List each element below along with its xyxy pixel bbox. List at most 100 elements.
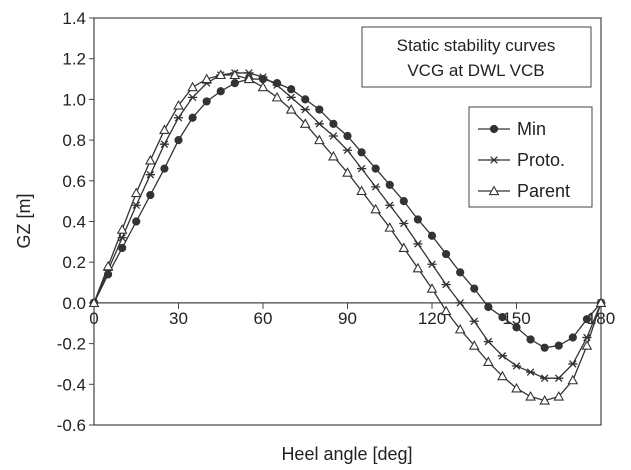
data-point xyxy=(384,222,396,232)
y-tick-label: 1.2 xyxy=(62,50,86,69)
data-point xyxy=(511,382,522,393)
legend-marker xyxy=(489,124,499,134)
data-point xyxy=(329,119,338,128)
data-point xyxy=(299,118,311,128)
data-point xyxy=(342,167,353,177)
y-tick-label: -0.2 xyxy=(57,335,86,354)
data-point xyxy=(258,73,268,81)
legend-label: Min xyxy=(517,119,546,139)
data-point xyxy=(456,268,465,277)
data-point xyxy=(454,323,466,334)
data-point xyxy=(229,69,241,80)
data-point xyxy=(342,146,353,155)
data-point xyxy=(146,190,155,200)
data-point xyxy=(144,154,156,165)
data-point xyxy=(483,337,493,346)
data-point xyxy=(173,99,184,110)
data-point xyxy=(356,185,367,196)
axes-layer: -0.6 -0.4 -0.2 0.0 0.2 0.4 0.6 0.8 1.0 1.2 1.4 0 30 6… xyxy=(57,9,615,435)
data-point xyxy=(201,73,213,84)
x-tick-label: 0 xyxy=(89,309,98,328)
y-tick-label: 1.4 xyxy=(62,9,86,28)
data-point xyxy=(398,242,410,253)
data-point xyxy=(554,374,564,382)
data-point xyxy=(399,219,409,228)
data-point xyxy=(497,370,508,381)
data-point xyxy=(554,341,563,350)
data-point xyxy=(116,224,128,234)
data-point xyxy=(482,356,494,366)
y-axis-title: GZ [m] xyxy=(14,194,34,249)
data-point xyxy=(526,335,535,344)
data-point xyxy=(216,87,225,96)
data-point xyxy=(300,105,310,114)
data-point xyxy=(582,315,592,324)
legend-marker xyxy=(488,185,500,196)
data-point xyxy=(469,317,479,325)
x-tick-label: 180 xyxy=(587,309,615,328)
series-min xyxy=(89,74,606,352)
data-point xyxy=(427,231,437,240)
legend-label: Parent xyxy=(517,181,570,201)
x-tick-label: 30 xyxy=(169,309,188,328)
data-point xyxy=(512,323,521,332)
data-point xyxy=(272,81,282,89)
data-point xyxy=(455,299,465,307)
data-point xyxy=(132,217,141,226)
data-point xyxy=(159,124,170,134)
data-point xyxy=(328,132,339,140)
data-point xyxy=(356,164,367,173)
data-point xyxy=(553,390,565,401)
data-point xyxy=(468,340,480,350)
data-point xyxy=(287,85,296,94)
data-point xyxy=(498,313,507,322)
data-point xyxy=(371,164,380,173)
data-point xyxy=(470,284,479,293)
data-point xyxy=(271,91,283,102)
data-point xyxy=(412,262,424,273)
y-tick-label: 0.4 xyxy=(62,213,86,232)
data-point xyxy=(511,362,522,370)
series-layer xyxy=(88,69,607,405)
data-point xyxy=(285,104,297,114)
data-point xyxy=(497,352,508,360)
data-point xyxy=(399,197,408,206)
data-point xyxy=(440,305,452,316)
data-point xyxy=(484,302,493,312)
data-point xyxy=(160,164,169,173)
data-point xyxy=(441,280,451,289)
data-point xyxy=(357,148,366,157)
legend-marker xyxy=(489,156,499,164)
y-tick-label: 0.0 xyxy=(62,294,86,313)
data-point xyxy=(286,93,296,102)
data-point xyxy=(230,79,239,88)
data-point xyxy=(130,187,142,198)
series-parent xyxy=(88,69,607,405)
data-point xyxy=(215,69,227,80)
data-point xyxy=(244,69,254,77)
data-point xyxy=(525,390,536,401)
data-point xyxy=(187,81,198,92)
data-point xyxy=(257,81,269,92)
x-axis-title: Heel angle [deg] xyxy=(281,444,412,464)
data-point xyxy=(145,170,155,179)
data-point xyxy=(202,97,211,106)
data-point xyxy=(301,95,310,104)
data-point xyxy=(525,368,536,376)
data-point xyxy=(385,180,394,189)
data-point xyxy=(328,150,339,161)
data-point xyxy=(540,374,550,382)
data-point xyxy=(173,113,184,122)
x-tick-label: 60 xyxy=(254,309,273,328)
data-point xyxy=(413,215,423,224)
y-tick-label: -0.4 xyxy=(57,375,86,394)
y-tick-label: 0.8 xyxy=(62,131,86,150)
data-point xyxy=(315,105,324,114)
annotation-line-2: VCG at DWL VCB xyxy=(407,61,544,80)
data-point xyxy=(243,73,255,84)
data-point xyxy=(441,249,451,259)
data-point xyxy=(426,283,438,293)
data-point xyxy=(131,201,141,209)
data-point xyxy=(385,201,395,209)
data-point xyxy=(118,243,127,253)
